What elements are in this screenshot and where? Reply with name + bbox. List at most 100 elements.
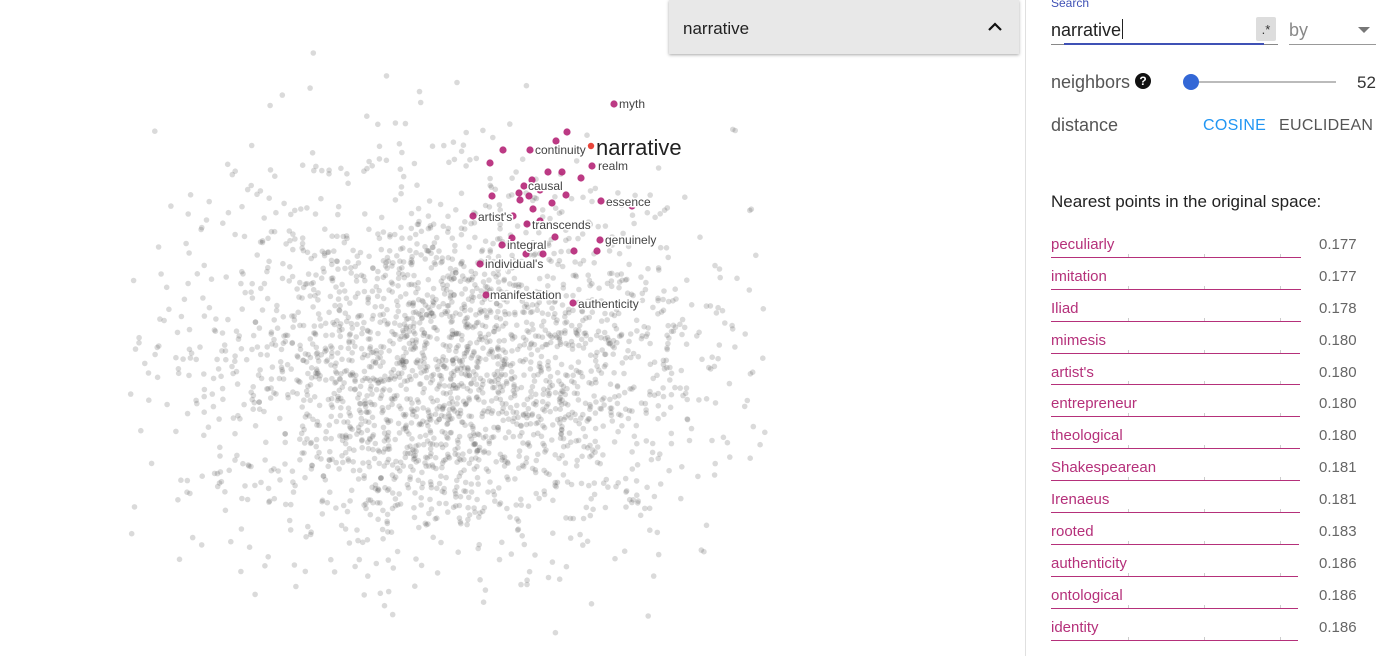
help-icon[interactable]: ? <box>1135 73 1151 89</box>
neighbor-point[interactable] <box>570 247 578 255</box>
euclidean-button[interactable]: EUCLIDEAN <box>1279 117 1374 134</box>
nearest-point-word[interactable]: theological <box>1051 427 1123 445</box>
nearest-point-item[interactable]: artist's 0.180 <box>1051 356 1382 388</box>
nearest-point-item[interactable]: Iliad 0.178 <box>1051 292 1382 324</box>
background-point <box>305 271 312 277</box>
nearest-point-item[interactable]: peculiarly 0.177 <box>1051 228 1382 260</box>
neighbor-point[interactable] <box>563 128 571 136</box>
nearest-point-item[interactable]: authenticity 0.186 <box>1051 547 1382 579</box>
projection-scatter-plot[interactable]: mythcontinuityrealmcausalessenceartist's… <box>0 0 1024 656</box>
nearest-point-word[interactable]: artist's <box>1051 363 1094 381</box>
background-point <box>364 165 370 172</box>
neighbor-point[interactable] <box>522 250 530 258</box>
nearest-point-item[interactable]: Shakespearean 0.181 <box>1051 451 1382 483</box>
background-point <box>393 314 400 320</box>
background-point <box>452 385 459 392</box>
nearest-point-word[interactable]: peculiarly <box>1051 236 1115 253</box>
neighbor-point[interactable] <box>536 186 544 194</box>
cosine-button[interactable]: COSINE <box>1203 117 1267 134</box>
embedding-projection-canvas[interactable]: myth continuity realm causal essence artist's… <box>0 0 1024 656</box>
regex-toggle-button[interactable]: .* <box>1256 17 1276 41</box>
selected-point-label: narrative <box>683 19 750 38</box>
neighbor-point[interactable] <box>476 260 484 268</box>
nearest-point-word[interactable]: Irenaeus <box>1051 491 1110 509</box>
neighbor-point[interactable] <box>498 241 506 249</box>
neighbor-point[interactable] <box>523 220 531 228</box>
neighbor-point[interactable] <box>588 162 596 170</box>
neighbor-point[interactable] <box>469 212 477 220</box>
neighbor-point[interactable] <box>593 247 601 255</box>
neighbor-point[interactable] <box>551 233 559 241</box>
background-point <box>343 233 350 239</box>
neighbor-point[interactable] <box>628 202 636 210</box>
neighbor-point[interactable] <box>515 189 523 197</box>
neighbor-point[interactable] <box>520 182 528 190</box>
background-point <box>347 386 354 392</box>
neighbors-slider-thumb[interactable] <box>1183 74 1199 90</box>
nearest-point-item[interactable]: entrepreneur 0.180 <box>1051 387 1382 419</box>
background-point <box>308 375 315 381</box>
nearest-point-item[interactable]: ontological 0.186 <box>1051 579 1382 611</box>
nearest-point-word[interactable]: Iliad <box>1051 299 1079 317</box>
nearest-point-word[interactable]: identity <box>1051 618 1099 636</box>
background-point <box>446 400 453 407</box>
neighbor-point[interactable] <box>569 299 577 307</box>
background-point <box>589 304 595 310</box>
background-point <box>464 385 471 392</box>
neighbor-point[interactable] <box>486 159 494 167</box>
neighbor-point[interactable] <box>544 168 552 176</box>
neighbor-point[interactable] <box>548 199 556 207</box>
neighbor-point[interactable] <box>596 236 604 244</box>
nearest-point-word[interactable]: mimesis <box>1051 331 1106 349</box>
background-point <box>436 403 443 410</box>
neighbor-point[interactable] <box>536 217 544 225</box>
nearest-point-word[interactable]: authenticity <box>1051 554 1127 572</box>
background-point <box>454 437 461 444</box>
neighbor-point[interactable] <box>509 212 517 220</box>
neighbor-point[interactable] <box>526 146 534 154</box>
selected-point[interactable] <box>587 142 595 150</box>
neighbor-point[interactable] <box>499 146 507 154</box>
neighbor-point[interactable] <box>508 234 516 242</box>
nearest-point-item[interactable]: rooted 0.183 <box>1051 515 1382 547</box>
neighbor-point[interactable] <box>488 192 496 200</box>
neighbor-point[interactable] <box>525 192 533 200</box>
nearest-point-item[interactable]: imitation 0.177 <box>1051 260 1382 292</box>
search-by-select[interactable]: by <box>1289 14 1376 45</box>
nearest-point-word[interactable]: entrepreneur <box>1051 395 1137 413</box>
nearest-point-item[interactable]: identity 0.186 <box>1051 611 1382 643</box>
background-point <box>249 396 255 403</box>
search-input[interactable]: narrative <box>1051 14 1278 45</box>
nearest-point-item[interactable]: mimesis 0.180 <box>1051 324 1382 356</box>
background-point <box>186 250 192 256</box>
nearest-point-item[interactable]: theological 0.180 <box>1051 419 1382 451</box>
neighbor-point[interactable] <box>577 174 585 182</box>
background-point <box>598 406 605 412</box>
neighbor-point[interactable] <box>529 205 537 213</box>
selected-point-header[interactable]: narrative <box>669 0 1019 54</box>
nearest-point-word[interactable]: rooted <box>1051 523 1094 541</box>
nearest-point-word[interactable]: Shakespearean <box>1051 459 1157 477</box>
neighbor-point[interactable] <box>562 191 570 199</box>
background-point <box>238 526 245 532</box>
background-point <box>405 450 411 457</box>
nearest-point-word[interactable]: ontological <box>1051 586 1123 604</box>
neighbor-point[interactable] <box>528 176 536 184</box>
neighbor-point[interactable] <box>552 137 560 145</box>
background-point <box>458 148 465 155</box>
background-point <box>488 184 495 190</box>
neighbor-point[interactable] <box>482 291 490 299</box>
chevron-up-icon[interactable] <box>987 19 1003 35</box>
background-point <box>411 408 417 415</box>
neighbors-slider[interactable] <box>1183 74 1336 90</box>
neighbor-point[interactable] <box>610 100 618 108</box>
neighbor-point[interactable] <box>597 197 605 205</box>
neighbor-point[interactable] <box>558 168 566 176</box>
neighbor-point[interactable] <box>516 196 524 204</box>
background-point <box>428 318 434 325</box>
nearest-point-word[interactable]: imitation <box>1051 267 1107 285</box>
neighbor-point[interactable] <box>539 250 547 258</box>
background-point <box>256 399 263 405</box>
nearest-point-item[interactable]: Irenaeus 0.181 <box>1051 483 1382 515</box>
background-point <box>367 511 374 518</box>
